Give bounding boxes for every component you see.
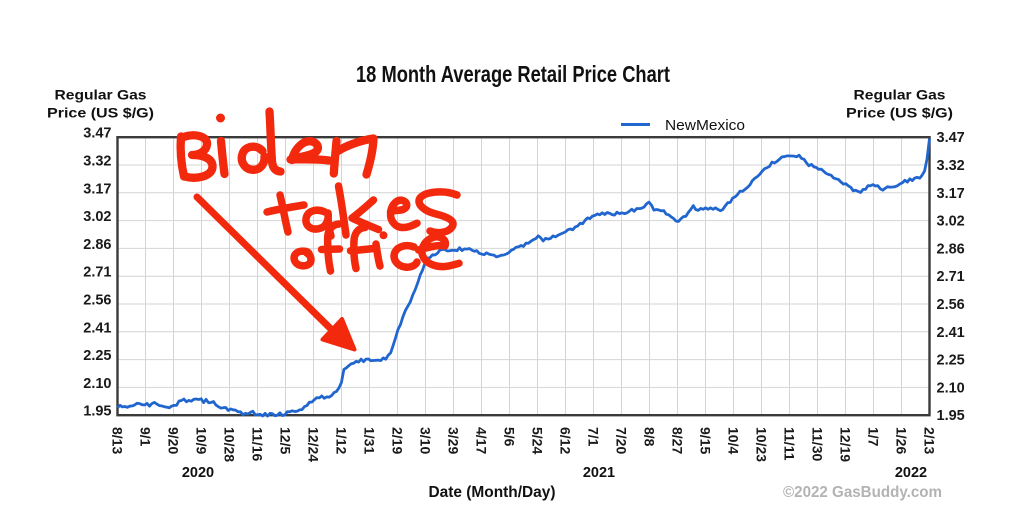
svg-text:7/1: 7/1	[585, 427, 601, 447]
svg-text:3.17: 3.17	[937, 186, 965, 202]
svg-text:1/31: 1/31	[361, 427, 377, 454]
svg-text:9/20: 9/20	[165, 427, 181, 454]
svg-text:3.17: 3.17	[83, 181, 111, 197]
svg-text:Date (Month/Day): Date (Month/Day)	[429, 484, 556, 501]
svg-text:12/5: 12/5	[277, 427, 293, 454]
svg-text:2.56: 2.56	[83, 293, 111, 309]
svg-text:1/12: 1/12	[333, 427, 349, 454]
svg-text:2.86: 2.86	[83, 237, 111, 253]
svg-text:Regular Gas: Regular Gas	[854, 87, 946, 103]
svg-text:9/1: 9/1	[137, 427, 153, 447]
svg-text:2.41: 2.41	[83, 320, 111, 336]
svg-text:8/8: 8/8	[641, 427, 657, 447]
svg-text:3/10: 3/10	[417, 427, 433, 454]
svg-text:8/13: 8/13	[109, 427, 125, 454]
svg-text:2.71: 2.71	[937, 269, 965, 285]
svg-text:10/4: 10/4	[725, 427, 741, 454]
svg-text:3.32: 3.32	[83, 154, 111, 170]
svg-text:2.10: 2.10	[83, 376, 111, 392]
svg-text:©2022 GasBuddy.com: ©2022 GasBuddy.com	[783, 484, 942, 501]
svg-text:9/15: 9/15	[697, 427, 713, 454]
svg-text:5/6: 5/6	[501, 427, 517, 447]
svg-text:2/13: 2/13	[921, 427, 937, 454]
svg-text:4/17: 4/17	[473, 427, 489, 454]
svg-text:2/19: 2/19	[389, 427, 405, 454]
svg-text:Price (US $/G): Price (US $/G)	[846, 105, 953, 121]
svg-text:2021: 2021	[583, 465, 615, 481]
svg-text:8/27: 8/27	[669, 427, 685, 454]
svg-text:Price (US $/G): Price (US $/G)	[47, 105, 154, 121]
svg-text:2.25: 2.25	[937, 353, 965, 369]
svg-text:2.41: 2.41	[937, 325, 965, 341]
svg-text:2.25: 2.25	[83, 348, 111, 364]
svg-text:2.10: 2.10	[937, 380, 965, 396]
svg-text:11/30: 11/30	[809, 427, 825, 461]
svg-text:3.47: 3.47	[937, 130, 965, 146]
svg-text:6/12: 6/12	[557, 427, 573, 454]
svg-text:3/29: 3/29	[445, 427, 461, 454]
svg-text:2.56: 2.56	[937, 297, 965, 313]
svg-text:7/20: 7/20	[613, 427, 629, 454]
svg-text:11/16: 11/16	[249, 427, 265, 461]
svg-text:3.32: 3.32	[937, 158, 965, 174]
svg-text:3.47: 3.47	[83, 126, 111, 142]
svg-text:2.71: 2.71	[83, 265, 111, 281]
svg-text:5/24: 5/24	[529, 427, 545, 454]
svg-text:10/9: 10/9	[193, 427, 209, 454]
svg-text:3.02: 3.02	[83, 209, 111, 225]
svg-text:12/19: 12/19	[837, 427, 853, 462]
svg-text:2020: 2020	[182, 465, 214, 481]
svg-text:NewMexico: NewMexico	[665, 117, 745, 134]
svg-text:12/24: 12/24	[305, 427, 321, 462]
svg-text:11/11: 11/11	[781, 427, 797, 461]
svg-text:10/28: 10/28	[221, 427, 237, 462]
svg-text:1/26: 1/26	[893, 427, 909, 454]
svg-text:1/7: 1/7	[865, 427, 881, 447]
svg-text:18 Month Average Retail Price: 18 Month Average Retail Price Chart	[356, 61, 670, 87]
svg-text:2.86: 2.86	[937, 241, 965, 257]
svg-text:10/23: 10/23	[753, 427, 769, 462]
svg-text:Regular Gas: Regular Gas	[55, 87, 147, 103]
svg-text:1.95: 1.95	[83, 404, 111, 420]
svg-text:2022: 2022	[895, 465, 927, 481]
svg-text:1.95: 1.95	[937, 408, 965, 424]
svg-text:3.02: 3.02	[937, 214, 965, 230]
